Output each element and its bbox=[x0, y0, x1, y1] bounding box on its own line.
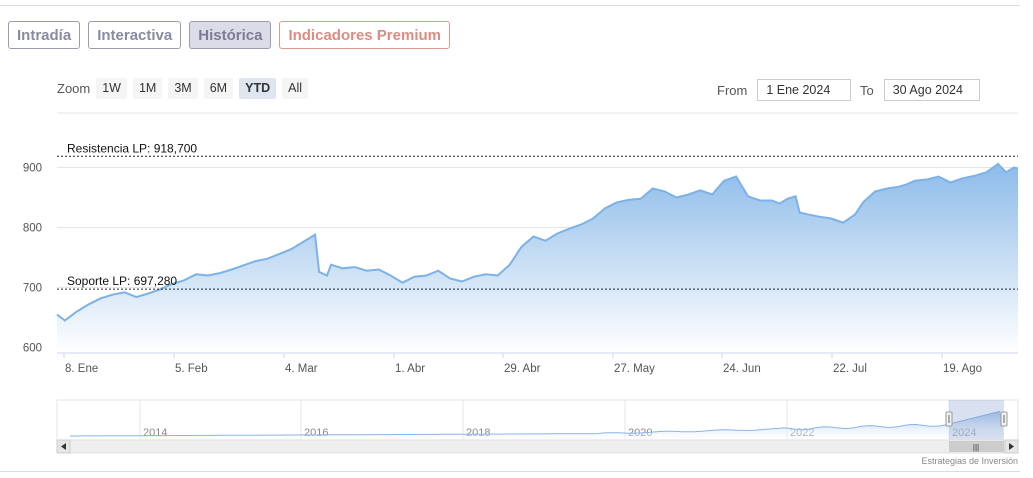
tab-historica[interactable]: Histórica bbox=[189, 21, 272, 49]
navigator-selected-range bbox=[949, 400, 1004, 440]
x-tick-label: 4. Mar bbox=[285, 363, 318, 375]
range-from: From 1 Ene 2024 bbox=[717, 79, 852, 101]
from-date-input[interactable]: 1 Ene 2024 bbox=[757, 79, 852, 101]
credit-text: Estrategias de Inversión bbox=[921, 456, 1018, 466]
zoom-3m-button[interactable]: 3M bbox=[168, 78, 198, 99]
x-tick-label: 27. May bbox=[614, 363, 655, 375]
navigator[interactable]: 201420162018202020222024||| bbox=[56, 399, 1019, 454]
x-axis: 8. Ene 5. Feb 4. Mar 1. Abr 29. Abr 27. May 24… bbox=[63, 353, 982, 375]
arrow-left-icon bbox=[61, 443, 66, 450]
scrollbar-grip-icon: ||| bbox=[973, 443, 979, 452]
x-tick-label: 22. Jul bbox=[833, 363, 867, 375]
y-tick-label: 800 bbox=[23, 223, 42, 235]
tab-intradia[interactable]: Intradía bbox=[8, 21, 81, 49]
zoom-all-button[interactable]: All bbox=[282, 78, 309, 99]
scrollbar-track bbox=[56, 439, 1019, 454]
y-tick-label: 600 bbox=[23, 343, 42, 355]
y-axis: 600 700 800 900 bbox=[23, 163, 42, 355]
zoom-label: Zoom bbox=[57, 81, 91, 96]
top-divider bbox=[0, 5, 1020, 6]
scrollbar-thumb bbox=[949, 441, 1004, 452]
x-tick-label: 29. Abr bbox=[504, 363, 541, 375]
zoom-ytd-button[interactable]: YTD bbox=[239, 78, 277, 99]
zoom-6m-button[interactable]: 6M bbox=[203, 78, 234, 99]
zoom-selector: Zoom 1W 1M 3M 6M YTD All bbox=[57, 78, 314, 99]
support-label: Soporte LP: 697,280 bbox=[67, 274, 177, 288]
x-tick-label: 8. Ene bbox=[65, 363, 98, 375]
to-date-input[interactable]: 30 Ago 2024 bbox=[883, 79, 980, 101]
price-line bbox=[56, 162, 1019, 322]
navigator-area bbox=[70, 411, 1004, 440]
x-tick-label: 5. Feb bbox=[175, 363, 208, 375]
resistance-label: Resistencia LP: 918,700 bbox=[67, 141, 197, 155]
y-tick-label: 700 bbox=[23, 283, 42, 295]
x-tick-label: 1. Abr bbox=[395, 363, 425, 375]
price-area bbox=[57, 163, 1018, 353]
navigator-line bbox=[70, 410, 1001, 437]
x-tick-label: 19. Ago bbox=[943, 363, 982, 375]
range-to: To 30 Ago 2024 bbox=[860, 79, 980, 101]
view-tabs: Intradía Interactiva Histórica Indicador… bbox=[8, 21, 450, 49]
bottom-divider bbox=[0, 471, 1020, 472]
tab-indicadores-premium[interactable]: Indicadores Premium bbox=[279, 21, 450, 49]
zoom-1w-button[interactable]: 1W bbox=[96, 78, 127, 99]
reference-lines: Resistencia LP: 918,700 Soporte LP: 697,2… bbox=[57, 141, 1018, 290]
y-tick-label: 900 bbox=[23, 163, 42, 175]
plot-area bbox=[56, 162, 1019, 354]
to-label: To bbox=[860, 82, 874, 98]
from-label: From bbox=[717, 82, 748, 98]
arrow-right-icon bbox=[1009, 443, 1014, 450]
tab-interactiva[interactable]: Interactiva bbox=[88, 21, 182, 49]
x-tick-label: 24. Jun bbox=[723, 363, 761, 375]
zoom-1m-button[interactable]: 1M bbox=[132, 78, 163, 99]
